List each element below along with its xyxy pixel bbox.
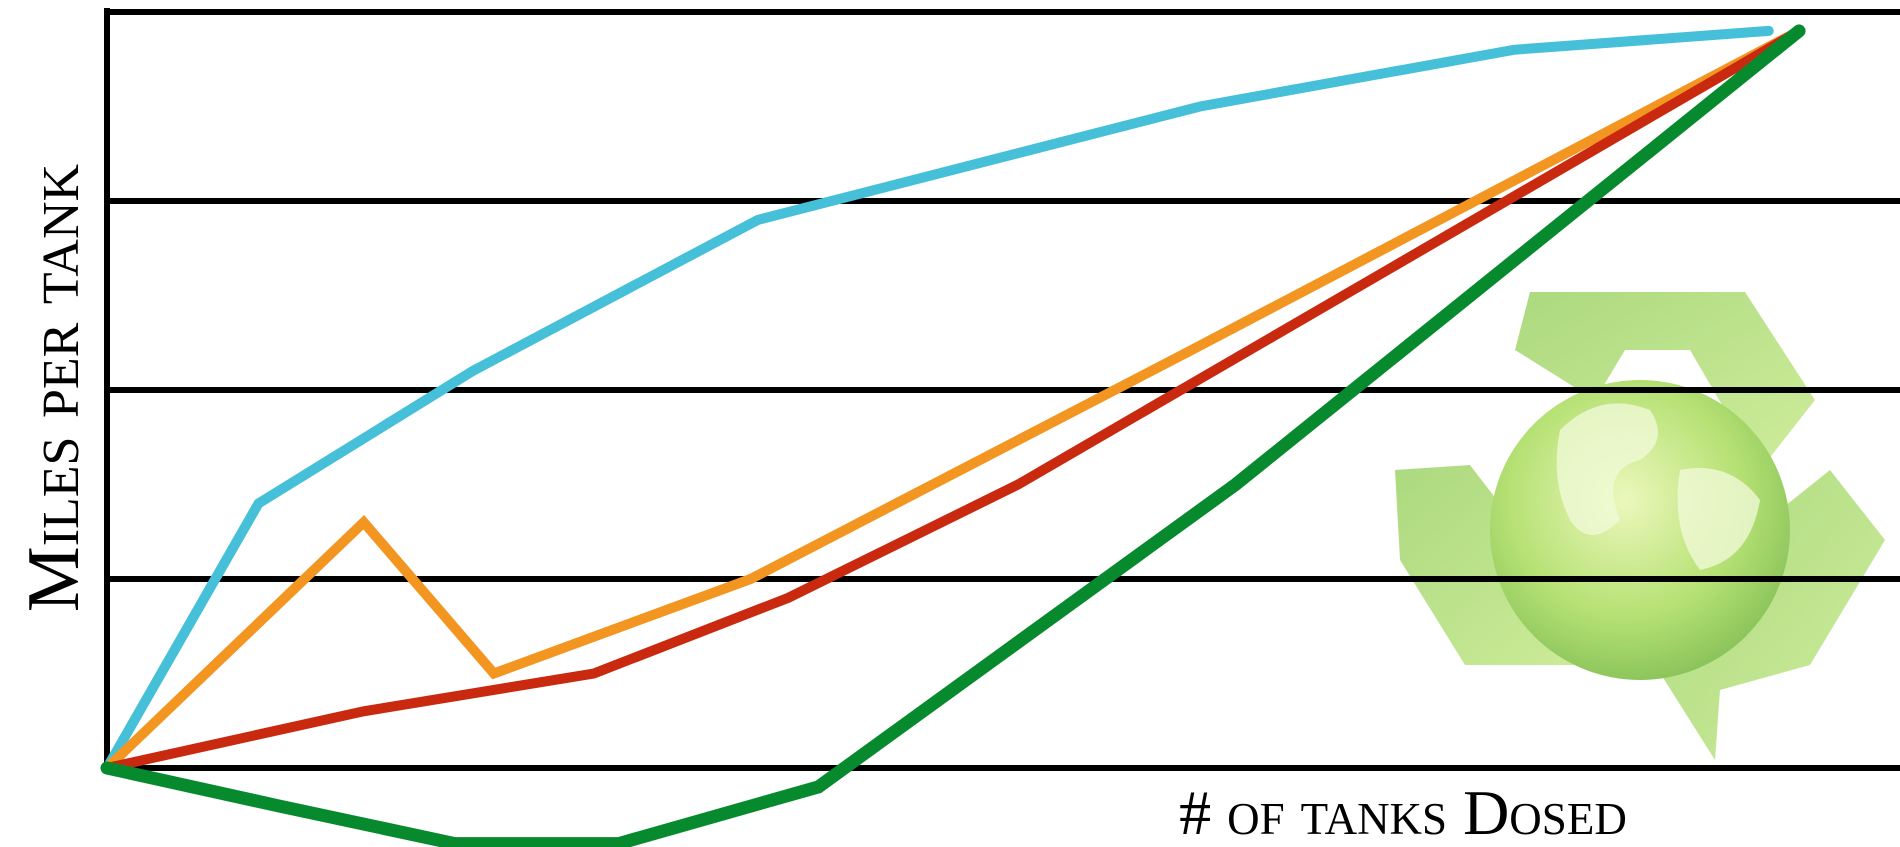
recycle-icon [1395, 292, 1885, 760]
data-line [100, 24, 1806, 847]
data-line [102, 25, 1774, 773]
data-line [102, 25, 1805, 773]
data-line [102, 25, 1805, 773]
globe-land [1556, 403, 1760, 570]
y-axis-label: Miles per tank [13, 163, 95, 612]
x-axis-label: # of tanks Dosed [1179, 777, 1627, 847]
recycle-arrow [1655, 470, 1885, 760]
